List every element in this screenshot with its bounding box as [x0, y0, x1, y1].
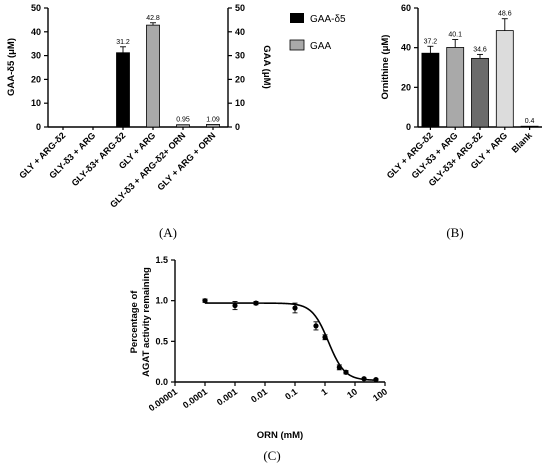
panel-a-left-tick-label: 10 [31, 98, 41, 108]
panel-b-data-label: 40.1 [448, 32, 462, 39]
panel-a-left-tick-label: 50 [31, 3, 41, 13]
panel-c-data-point [232, 302, 238, 309]
panel-b-bar [421, 52, 440, 128]
panel-a-right-tick-label: 10 [235, 98, 245, 108]
panel-c-chart: 0.0 0.5 1.0 1.5 0.00001 0.0001 0.001 0.01 0.1 1 1… [129, 255, 389, 441]
panel-c-data-point [292, 305, 298, 311]
panel-a-left-tick-label: 0 [36, 122, 41, 132]
panel-c-x-tick-label: 0.01 [249, 386, 269, 404]
panel-c-data-point [361, 376, 367, 382]
panel-c-y-tick-label: 1.5 [155, 255, 168, 265]
panel-b-data-label: 0.4 [525, 118, 535, 125]
panel-a-right-tick-label: 0 [235, 122, 240, 132]
panel-c-data-point [336, 364, 342, 370]
panel-a-left-y-label: GAA-δ5 (μM) [6, 38, 17, 96]
panel-c-x-tick-label: 0.001 [215, 386, 239, 407]
panel-a-right-tick-label: 20 [235, 74, 245, 84]
panel-c-data-point [373, 376, 379, 383]
panel-c-data-point [253, 300, 259, 306]
panel-c-x-tick-label: 100 [371, 386, 389, 403]
panel-c-x-tick-label: 10 [345, 386, 359, 400]
panel-c-data-point [322, 334, 328, 340]
panel-b-bar [471, 57, 489, 128]
panel-a-data-label: 1.09 [206, 116, 220, 123]
panel-a-legend: GAA-δ5 GAA [289, 13, 346, 52]
panel-a-bar [146, 24, 160, 128]
panel-c-y-tick-label: 0.5 [155, 336, 168, 346]
panel-b-y-tick-label: 40 [401, 43, 411, 53]
panel-a-bar [206, 124, 220, 128]
panel-c-y-label-line1: Percentage of [129, 290, 140, 354]
panel-c-y-tick-label: 0.0 [155, 377, 168, 387]
panel-a-x-tick-label: GLY + ARG + ORN [155, 130, 217, 192]
panel-a-right-y-label: GAA (μM) [261, 45, 272, 88]
panel-a-right-tick-label: 30 [235, 51, 245, 61]
panel-c-y-label-line2: AGAT activity remaining [141, 267, 152, 377]
panel-label-a: (A) [159, 225, 177, 240]
panel-a-bar [176, 124, 190, 128]
panel-c-x-tick-label: 0.1 [283, 386, 299, 401]
legend-label-gaa-d5: GAA-δ5 [310, 14, 346, 25]
panel-a-data-label: 31.2 [116, 39, 130, 46]
panel-c-data-point [343, 369, 349, 375]
panel-label-b: (B) [446, 225, 463, 240]
panel-b-bar [495, 30, 514, 128]
legend-swatch-gaa [289, 39, 305, 51]
panel-a-bar [116, 52, 130, 128]
panel-a-left-tick-label: 40 [31, 27, 41, 37]
panel-a-x-tick-label: GLY-δ3+ ARG-δ2 [70, 130, 128, 188]
panel-a-right-tick-label: 40 [235, 27, 245, 37]
panel-b-data-label: 37.2 [424, 38, 438, 45]
panel-c-x-label: ORN (mM) [257, 430, 303, 441]
panel-a-right-tick-label: 50 [235, 3, 245, 13]
panel-b-bar [446, 47, 465, 128]
panel-c-x-tick-label: 0.00001 [147, 386, 179, 413]
panel-a-data-label: 42.8 [146, 15, 160, 22]
panel-c-y-tick-label: 1.0 [155, 296, 168, 306]
panel-c-x-tick-label: 1 [319, 386, 329, 397]
panel-b-data-label: 34.6 [473, 46, 487, 53]
panel-b-x-tick-label: Blank [510, 130, 535, 155]
panel-a-left-tick-label: 30 [31, 51, 41, 61]
panel-b-y-label: Ornithine (μM) [380, 35, 391, 100]
panel-a-left-tick-label: 20 [31, 74, 41, 84]
panel-c-data-point [313, 323, 319, 329]
panel-b-y-tick-label: 0 [406, 122, 411, 132]
legend-swatch-gaa-d5 [290, 13, 304, 23]
panel-label-c: (C) [263, 448, 280, 463]
panel-b-data-label: 48.6 [498, 11, 512, 18]
panel-b-y-tick-label: 60 [401, 3, 411, 13]
panel-b-y-tick-label: 20 [401, 82, 411, 92]
panel-c-data-point [202, 298, 208, 304]
panel-c-x-tick-label: 0.0001 [181, 386, 209, 410]
panel-a-data-label: 0.95 [176, 117, 190, 124]
legend-label-gaa: GAA [310, 41, 331, 52]
panel-b-bar [520, 125, 539, 128]
panel-c-fit-curve [205, 302, 376, 381]
